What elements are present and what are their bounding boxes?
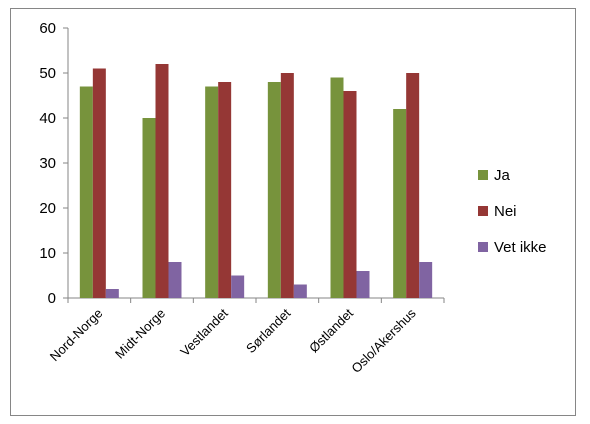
bar-nei <box>92 68 106 298</box>
category-label: Vestlandet <box>177 305 231 359</box>
y-tick-label: 40 <box>39 110 56 127</box>
bar-vet-ikke <box>168 262 182 298</box>
category-label: Østlandet <box>306 305 356 355</box>
bar-nei <box>218 82 232 298</box>
bar-ja <box>330 77 344 298</box>
bar-nei <box>155 64 169 298</box>
y-tick-label: 10 <box>39 245 56 262</box>
bar-vet-ikke <box>105 289 119 298</box>
y-tick-label: 20 <box>39 200 56 217</box>
bar-vet-ikke <box>356 271 370 298</box>
category-labels: Nord-Norge Midt-Norge Vestlandet Sørlandet Ø… <box>47 305 419 376</box>
legend-label: Ja <box>494 167 511 184</box>
legend-label: Vet ikke <box>494 239 547 256</box>
bar-nei <box>343 91 357 298</box>
legend-swatch-vet-ikke <box>478 242 488 252</box>
bar-ja <box>267 82 281 298</box>
chart-bars <box>79 64 433 298</box>
chart-axes <box>63 27 445 303</box>
bar-ja <box>142 118 156 298</box>
category-label: Sørlandet <box>243 305 294 356</box>
legend-swatch-nei <box>478 206 488 216</box>
y-tick-label: 60 <box>39 20 56 37</box>
y-tick-label: 30 <box>39 155 56 172</box>
y-tick-labels: 0 10 20 30 40 50 60 <box>39 20 56 307</box>
legend-label: Nei <box>494 203 517 220</box>
category-label: Oslo/Akershus <box>348 305 419 376</box>
chart-legend: Ja Nei Vet ikke <box>478 167 547 256</box>
y-tick-label: 0 <box>48 290 56 307</box>
bar-ja <box>205 86 219 298</box>
bar-vet-ikke <box>231 275 245 298</box>
y-tick-label: 50 <box>39 65 56 82</box>
legend-swatch-ja <box>478 170 488 180</box>
category-label: Nord-Norge <box>47 306 106 365</box>
bar-vet-ikke <box>293 284 307 298</box>
bar-nei <box>406 73 420 298</box>
bar-ja <box>393 109 407 298</box>
bar-nei <box>280 73 294 298</box>
bar-ja <box>79 86 93 298</box>
category-label: Midt-Norge <box>112 306 168 362</box>
bar-vet-ikke <box>419 262 433 298</box>
